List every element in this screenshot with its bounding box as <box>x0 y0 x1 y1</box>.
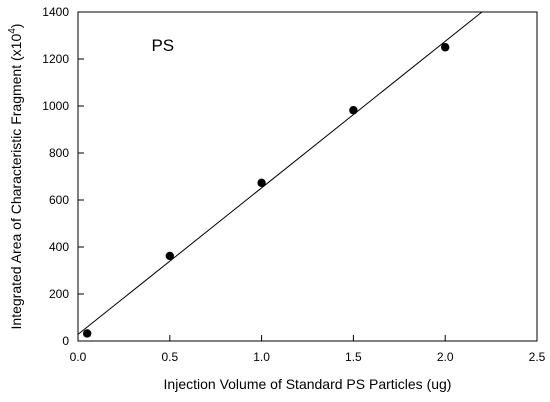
data-point <box>441 43 450 52</box>
data-point <box>349 106 358 115</box>
y-axis-title-close: ) <box>8 24 24 29</box>
y-tick-label: 200 <box>49 287 69 301</box>
fit-line <box>77 11 483 335</box>
y-tick-label: 1000 <box>42 99 69 113</box>
y-tick-label: 600 <box>49 193 69 207</box>
x-tick-label: 2.5 <box>529 350 546 364</box>
y-axis-title: Integrated Area of Characteristic Fragme… <box>7 24 24 330</box>
y-tick-label: 800 <box>49 146 69 160</box>
data-point <box>165 251 174 261</box>
plot-frame <box>77 11 538 342</box>
x-tick-label: 1.5 <box>345 350 362 364</box>
y-tick-label: 0 <box>62 334 69 348</box>
y-ticks: 0 200 400 600 800 1000 1200 1400 <box>42 5 84 348</box>
y-tick-label: 1400 <box>42 5 69 19</box>
x-tick-label: 0.5 <box>161 350 178 364</box>
y-axis-title-main: Integrated Area of Characteristic Fragme… <box>8 34 24 330</box>
data-points <box>82 43 450 338</box>
series-annotation: PS <box>151 36 174 55</box>
x-tick-label: 1.0 <box>253 350 270 364</box>
y-tick-label: 1200 <box>42 52 69 66</box>
data-point <box>257 178 266 188</box>
x-tick-label: 2.0 <box>437 350 454 364</box>
data-point <box>82 329 92 338</box>
x-axis-title: Injection Volume of Standard PS Particle… <box>164 376 452 392</box>
x-tick-label: 0.0 <box>70 350 87 364</box>
y-tick-label: 400 <box>49 240 69 254</box>
axes <box>77 11 538 342</box>
y-axis-title-superscript: 4 <box>7 28 18 34</box>
x-ticks: 0.0 0.5 1.0 1.5 2.0 2.5 <box>70 335 546 364</box>
